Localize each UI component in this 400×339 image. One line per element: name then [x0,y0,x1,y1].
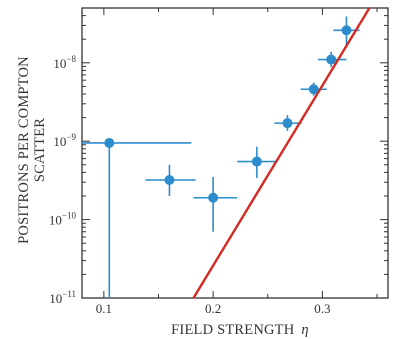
y-tick-label: 10−9 [53,132,76,149]
y-tick-label: 10−11 [49,289,76,306]
fit-line-group [192,7,371,299]
x-axis-title: FIELD STRENGTH η [171,322,309,338]
fit-line [192,7,371,299]
data-point [308,84,319,95]
data-point [251,156,262,167]
y-tick-base: 10 [49,291,62,306]
x-axis-symbol: η [301,322,308,338]
x-tick-label: 0.2 [205,301,221,316]
y-tick-exponent: −9 [66,132,76,142]
ticks [82,7,388,299]
data-point [341,25,352,36]
y-tick-exponent: −11 [62,289,76,299]
data-point [282,118,293,129]
x-tick-label: 0.3 [314,301,330,316]
y-tick-exponent: −10 [62,211,77,221]
y-tick-label: 10−10 [49,211,77,228]
y-tick-base: 10 [53,56,66,71]
y-tick-base: 10 [53,134,66,149]
data-point [164,174,175,185]
y-axis-title-line2: SCATTER [32,118,48,182]
data-point [326,54,337,65]
y-tick-exponent: −8 [66,54,76,64]
x-axis-title-text: FIELD STRENGTH [171,322,295,338]
y-tick-base: 10 [49,213,62,228]
data-point [104,137,115,148]
x-tick-label: 0.1 [96,301,112,316]
error-bars [82,16,360,298]
data-point [208,192,219,203]
y-tick-label: 10−8 [53,54,76,71]
y-axis-title-line1: POSITRONS PER COMPTON [16,56,32,244]
data-points [104,25,352,203]
